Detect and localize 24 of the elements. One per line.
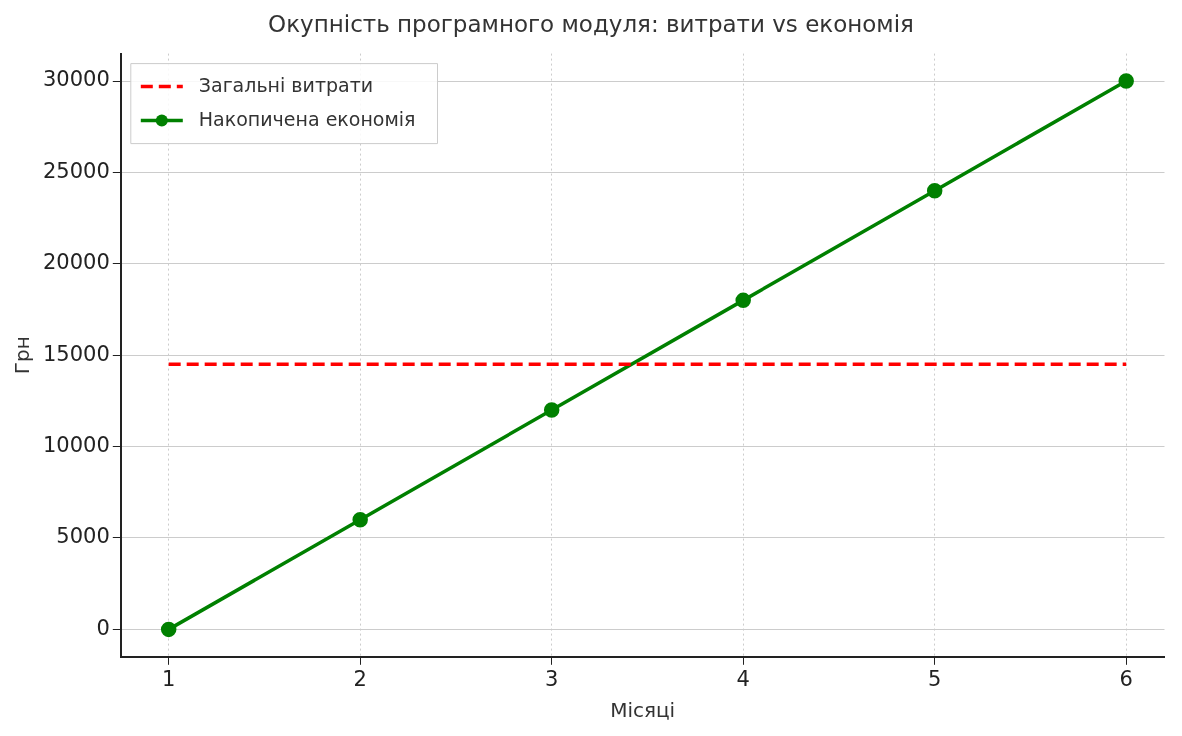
y-tick-label: 0 <box>96 615 110 640</box>
x-tick-label: 3 <box>545 666 559 691</box>
y-tick-label: 20000 <box>42 250 110 275</box>
chart-title: Окупність програмного модуля: витрати vs економія <box>268 10 914 37</box>
point <box>160 621 177 638</box>
x-tick-label: 6 <box>1119 666 1133 691</box>
point <box>1118 73 1134 89</box>
y-axis-title: Грн <box>10 336 35 375</box>
point <box>352 511 368 528</box>
y-tick-label: 15000 <box>42 341 110 366</box>
point <box>735 292 751 309</box>
y-tick-label: 5000 <box>56 524 110 549</box>
x-tick-label: 2 <box>353 666 367 691</box>
legend-label: Накопичена економія <box>198 107 416 130</box>
x-tick-label: 5 <box>928 666 942 691</box>
x-axis-title: Місяці <box>610 698 676 723</box>
y-tick-label: 30000 <box>42 67 110 92</box>
point <box>926 182 943 199</box>
y-tick-label: 25000 <box>42 158 110 183</box>
x-tick-label: 4 <box>736 666 750 691</box>
x-tick-label: 1 <box>161 666 176 691</box>
point <box>543 402 560 418</box>
y-tick-label: 10000 <box>42 433 110 458</box>
legend-label: Загальні витрати <box>198 73 374 96</box>
